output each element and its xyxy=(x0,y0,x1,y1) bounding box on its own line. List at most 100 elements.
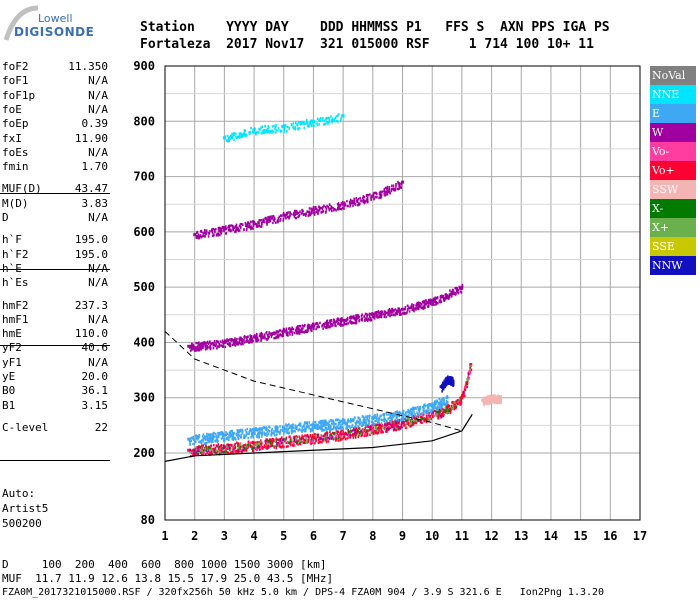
data-point xyxy=(343,323,346,326)
data-point xyxy=(377,421,379,424)
data-point xyxy=(226,437,228,441)
data-point xyxy=(273,216,276,219)
data-point xyxy=(341,430,344,434)
data-point xyxy=(383,315,386,319)
data-point xyxy=(294,438,296,442)
data-point xyxy=(408,411,411,414)
data-point xyxy=(429,416,431,419)
data-point xyxy=(357,425,359,428)
data-point xyxy=(429,417,431,420)
data-point xyxy=(205,441,208,445)
data-point xyxy=(294,430,296,433)
data-point xyxy=(321,441,323,444)
data-point xyxy=(438,413,441,416)
data-point xyxy=(246,427,249,431)
data-point xyxy=(305,441,308,444)
data-point xyxy=(354,202,356,206)
data-point xyxy=(364,432,366,436)
data-point xyxy=(451,404,454,408)
data-point xyxy=(252,445,255,448)
data-point xyxy=(450,293,452,296)
data-point xyxy=(278,215,281,219)
header-values: Fortaleza 2017 Nov17 321 015000 RSF 1 71… xyxy=(140,37,594,52)
param-value: 195.0 xyxy=(74,247,108,261)
data-point xyxy=(390,189,393,193)
data-point xyxy=(216,437,219,441)
data-point xyxy=(324,211,327,214)
data-point xyxy=(339,323,341,326)
data-point xyxy=(493,401,496,404)
data-point xyxy=(288,435,291,439)
data-point xyxy=(444,380,447,384)
data-point xyxy=(331,121,333,124)
data-point xyxy=(383,310,386,313)
data-point xyxy=(302,441,305,445)
data-point xyxy=(489,394,492,398)
data-point xyxy=(343,201,346,204)
data-point xyxy=(465,383,468,386)
data-point xyxy=(248,341,250,344)
data-point xyxy=(285,424,287,427)
data-point xyxy=(279,441,282,444)
data-point xyxy=(396,411,399,414)
data-point xyxy=(197,233,200,236)
data-point xyxy=(395,309,398,312)
x-tick-label: 11 xyxy=(455,529,469,543)
data-point xyxy=(207,451,210,454)
data-point xyxy=(217,234,219,237)
data-point xyxy=(324,438,327,441)
data-point xyxy=(423,303,426,307)
data-point xyxy=(390,310,393,314)
data-point xyxy=(237,449,239,452)
data-point xyxy=(357,435,360,439)
series-point xyxy=(222,340,226,344)
data-point xyxy=(484,398,486,401)
data-point xyxy=(452,292,454,295)
data-point xyxy=(376,414,379,417)
data-point xyxy=(333,432,336,435)
data-point xyxy=(277,220,279,223)
data-point xyxy=(232,433,235,437)
data-point xyxy=(347,204,349,208)
data-point xyxy=(454,292,456,295)
data-point xyxy=(341,323,344,327)
data-point xyxy=(384,428,386,431)
data-point xyxy=(247,443,249,447)
data-point xyxy=(451,377,454,381)
data-point xyxy=(282,429,284,432)
data-point xyxy=(305,425,308,428)
data-point xyxy=(264,433,266,436)
data-point xyxy=(386,187,388,190)
data-point xyxy=(297,211,300,215)
param-name: B0 xyxy=(2,384,16,398)
data-point xyxy=(191,449,193,452)
series-point xyxy=(341,318,345,322)
data-point xyxy=(264,440,267,443)
data-point xyxy=(296,327,299,330)
data-point xyxy=(349,426,352,429)
data-point xyxy=(329,435,331,438)
data-point xyxy=(352,204,354,207)
data-point xyxy=(299,329,301,333)
data-point xyxy=(323,434,325,437)
data-point xyxy=(411,417,414,421)
data-point xyxy=(360,429,362,432)
data-point xyxy=(440,406,442,409)
data-point xyxy=(269,445,272,448)
data-point xyxy=(406,417,409,420)
param-value: 36.1 xyxy=(81,384,109,398)
data-point xyxy=(234,132,237,135)
data-point xyxy=(304,430,306,433)
data-point xyxy=(378,425,380,428)
data-point xyxy=(439,403,441,407)
param-row: B1 3.15 xyxy=(2,399,108,413)
data-point xyxy=(422,412,425,415)
data-point xyxy=(406,309,409,312)
data-point xyxy=(421,306,423,310)
data-point xyxy=(339,432,341,436)
data-point xyxy=(277,330,280,334)
data-point xyxy=(268,426,271,429)
data-point xyxy=(300,437,303,441)
data-point xyxy=(292,213,294,216)
data-point xyxy=(290,443,292,447)
